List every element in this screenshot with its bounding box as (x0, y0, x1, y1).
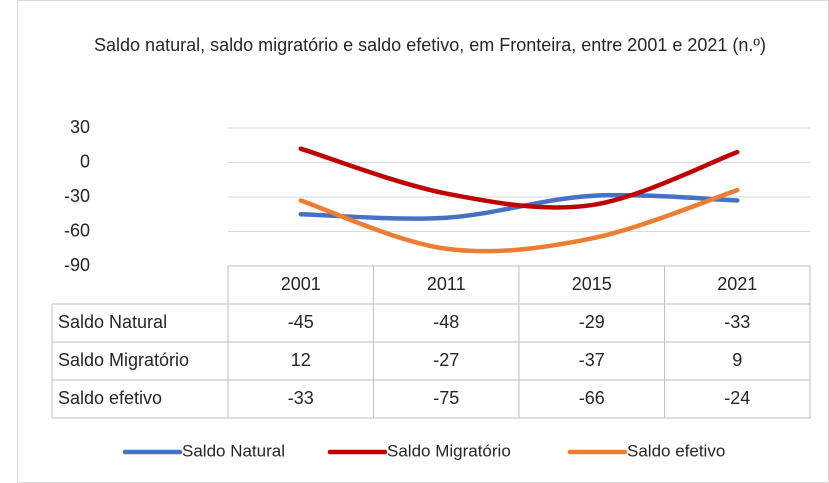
table-cell: 12 (291, 350, 311, 370)
series-line (298, 187, 740, 254)
table-cell: -37 (579, 350, 605, 370)
legend-label: Saldo Migratório (387, 441, 511, 460)
x-tick-label: 2015 (572, 274, 612, 294)
x-tick-label: 2001 (281, 274, 321, 294)
table-cell: -33 (724, 312, 750, 332)
table-cell: -27 (433, 350, 459, 370)
y-tick-label: 30 (70, 117, 90, 137)
table-cell: -48 (433, 312, 459, 332)
table-row-label: Saldo Natural (58, 312, 167, 332)
table-row-label: Saldo efetivo (58, 388, 162, 408)
table-cell: -29 (579, 312, 605, 332)
y-tick-label: -60 (64, 220, 90, 240)
y-tick-label: -90 (64, 255, 90, 275)
table-cell: -33 (288, 388, 314, 408)
y-tick-label: 0 (80, 151, 90, 171)
x-tick-label: 2021 (717, 274, 757, 294)
table-cell: -24 (724, 388, 750, 408)
table-cell: -66 (579, 388, 605, 408)
table-cell: -45 (288, 312, 314, 332)
table-cell: 9 (732, 350, 742, 370)
table-row-label: Saldo Migratório (58, 350, 189, 370)
chart-title: Saldo natural, saldo migratório e saldo … (94, 35, 766, 55)
legend-label: Saldo Natural (182, 441, 285, 460)
chart-border (17, 0, 829, 483)
series-line (298, 146, 740, 210)
legend-label: Saldo efetivo (627, 441, 725, 460)
y-tick-label: -30 (64, 186, 90, 206)
table-cell: -75 (433, 388, 459, 408)
x-tick-label: 2011 (427, 274, 466, 294)
